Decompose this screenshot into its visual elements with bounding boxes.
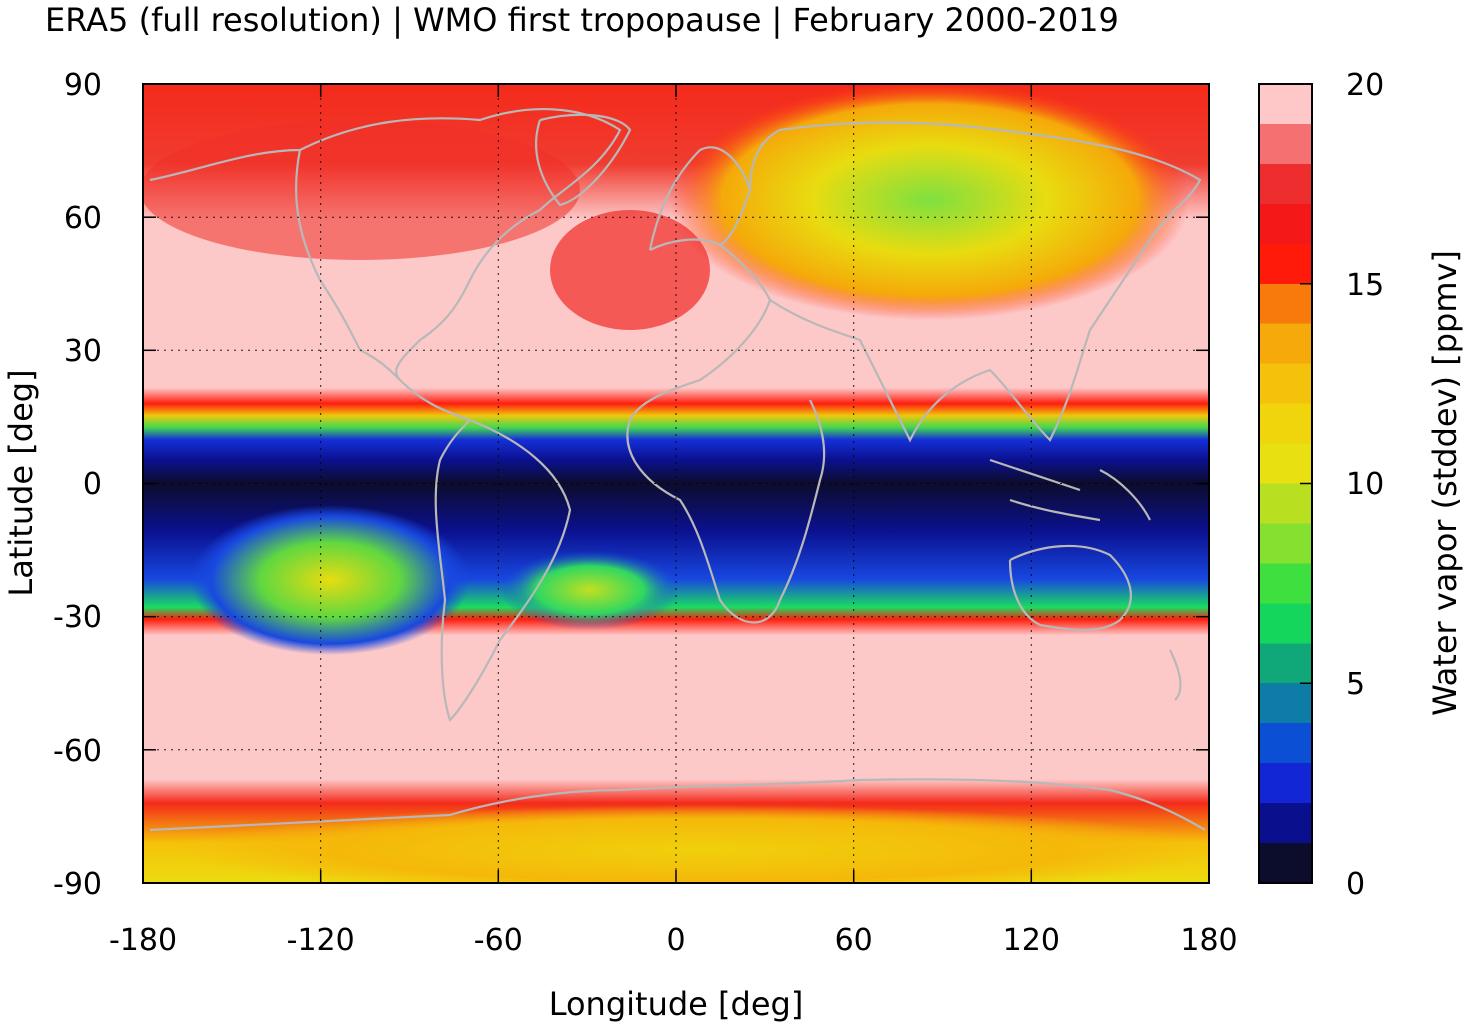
coastline-south-america	[434, 418, 572, 723]
x-tick-label: -120	[287, 923, 355, 958]
x-tick-label: -180	[109, 923, 177, 958]
plot-area	[143, 84, 1209, 883]
x-tick-label: 60	[835, 923, 873, 958]
y-tick-label: -30	[53, 600, 102, 635]
coastline-australia	[1008, 544, 1132, 632]
y-axis-label: Latitude [deg]	[2, 369, 40, 596]
y-tick-label: -90	[53, 867, 102, 902]
heatmap-canada-red	[143, 120, 580, 260]
y-tick-label: 60	[64, 201, 102, 236]
cbar-tick-label: 20	[1346, 68, 1384, 103]
coastline-greenland	[535, 113, 632, 207]
chart-title: ERA5 (full resolution) | WMO first tropo…	[45, 1, 1119, 39]
grid-lines	[143, 84, 1209, 883]
colorbar-label: Water vapor (stddev) [ppmv]	[1426, 250, 1464, 716]
coastline-north-america-west	[294, 149, 401, 381]
x-axis-label: Longitude [deg]	[549, 985, 804, 1023]
y-tick-label: 0	[83, 467, 102, 502]
coastline-north-america	[149, 107, 622, 422]
x-tick-labels: -180 -120 -60 0 60 120 180	[109, 923, 1238, 958]
coastline-maritime	[989, 458, 1151, 522]
coastline-europe-africa	[626, 238, 826, 624]
heatmap-antarctic	[180, 805, 1209, 883]
colorbar-ticks	[1300, 283, 1312, 684]
cbar-tick-label: 5	[1346, 667, 1365, 702]
x-tick-label: 180	[1180, 923, 1237, 958]
cbar-tick-label: 10	[1346, 467, 1384, 502]
x-tick-label: -60	[474, 923, 523, 958]
coastline-antarctica	[149, 778, 1206, 832]
heatmap-atlantic-red	[550, 210, 710, 330]
coastline-scandinavia	[648, 146, 752, 251]
coastline-new-zealand	[1169, 649, 1182, 701]
cbar-tick-label: 15	[1346, 268, 1384, 303]
heatmap-atlantic-high	[500, 550, 680, 630]
heatmap-siberia-low	[670, 84, 1190, 320]
y-tick-label: 30	[64, 334, 102, 369]
colorbar-tick-labels: 0 5 10 15 20	[1346, 68, 1384, 902]
x-tick-label: 120	[1003, 923, 1060, 958]
axis-ticks	[142, 84, 1210, 883]
x-tick-label: 0	[666, 923, 685, 958]
heatmap-pacific-high	[190, 505, 470, 655]
coastline-asia	[748, 121, 1202, 443]
y-tick-label: -60	[53, 734, 102, 769]
y-tick-label: 90	[64, 68, 102, 103]
y-tick-labels: 90 60 30 0 -30 -60 -90	[53, 68, 102, 902]
coastlines-overlay	[149, 107, 1206, 832]
cbar-tick-label: 0	[1346, 867, 1365, 902]
